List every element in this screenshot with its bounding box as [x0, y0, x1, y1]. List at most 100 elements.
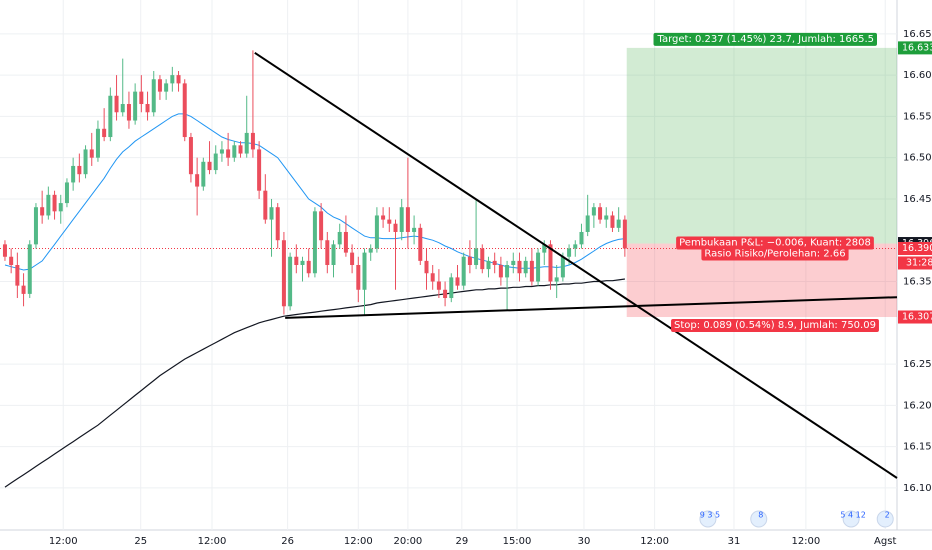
y-tick-label: 16.450 [903, 194, 932, 205]
candle-body [604, 215, 609, 220]
candle-body [598, 207, 603, 220]
candle-body [263, 190, 268, 220]
candle-body [164, 83, 169, 92]
candle-body [27, 244, 32, 294]
candle-body [40, 207, 45, 216]
candle-body [474, 248, 479, 265]
candle-body [449, 277, 454, 299]
candle-body [548, 244, 553, 282]
candle-body [312, 211, 317, 274]
y-tick-label: 16.550 [903, 111, 932, 122]
event-marker [699, 510, 717, 528]
y-tick-label: 16.350 [903, 277, 932, 288]
candle-body [560, 256, 565, 278]
candle-body [102, 128, 107, 138]
candle-body [95, 128, 100, 158]
event-label: 5 4 12 [840, 511, 865, 520]
candle-body [350, 252, 355, 265]
event-label: 2 [885, 511, 890, 520]
label-text: Target: 0.237 (1.45%) 23.7, Jumlah: 1665… [657, 34, 874, 45]
candle-body [455, 277, 460, 286]
candle-body [244, 132, 249, 154]
candle-body [151, 79, 156, 113]
candle-body [374, 215, 379, 249]
candle-body [529, 260, 534, 282]
label-background [671, 319, 879, 333]
candle-body [325, 240, 330, 265]
candle-body [257, 149, 262, 191]
candle-body [343, 231, 348, 253]
candle-body [145, 104, 150, 113]
y-tick-label: 16.600 [903, 70, 932, 81]
x-tick-label: 25 [134, 536, 147, 547]
candle-body [213, 153, 218, 171]
candle-body [46, 194, 51, 216]
candle-body [542, 244, 547, 253]
candle-body [9, 256, 14, 265]
candle-body [319, 211, 324, 241]
candle-body [331, 244, 336, 265]
y-tick-label: 16.250 [903, 359, 932, 370]
candle-body [567, 248, 572, 257]
candle-body [443, 289, 448, 299]
candle-body [517, 260, 522, 274]
candle-body [418, 227, 423, 261]
candle-body [393, 223, 398, 232]
candle-body [467, 256, 472, 265]
candle-body [306, 260, 311, 274]
candle-body [219, 149, 224, 154]
candle-body [71, 165, 76, 183]
candle-body [15, 265, 20, 286]
candle-body [250, 132, 255, 150]
candle-body [182, 83, 187, 138]
candle-body [430, 273, 435, 282]
candle-body [436, 281, 441, 290]
candle-body [381, 215, 386, 220]
trendline [254, 52, 898, 479]
y-tick-label: 16.200 [903, 400, 932, 411]
candle-body [176, 75, 181, 84]
candle-body [405, 207, 410, 232]
x-tick-label: 12:00 [640, 536, 669, 547]
event-label: 9 3 5 [700, 511, 720, 520]
price-tag-label: 16.633 [902, 42, 932, 53]
label-text: Rasio Risiko/Perolehan: 2.66 [704, 249, 845, 260]
x-tick-label: 12:00 [198, 536, 227, 547]
position-label: Rasio Risiko/Perolehan: 2.66 [701, 247, 849, 261]
candle-body [356, 265, 361, 290]
candle-body [238, 145, 243, 154]
label-background [701, 247, 849, 261]
candle-body [536, 252, 541, 282]
candle-body [157, 79, 162, 92]
candle-body [114, 95, 119, 113]
candle-body [52, 194, 57, 212]
candle-body [288, 256, 293, 307]
candle-body [120, 104, 125, 113]
candle-body [610, 215, 615, 228]
y-tick-label: 16.650 [903, 29, 932, 40]
candle-body [21, 285, 26, 294]
y-tick-label: 16.100 [903, 483, 932, 494]
candle-body [579, 231, 584, 245]
candle-body [195, 174, 200, 187]
candle-body [64, 182, 69, 204]
candle-body [108, 95, 113, 138]
candle-body [281, 240, 286, 307]
candle-body [89, 149, 94, 158]
candle-body [573, 244, 578, 249]
moving-average [4, 278, 625, 488]
candle-body [126, 104, 131, 121]
candle-body [139, 91, 144, 105]
candle-body [554, 277, 559, 282]
candle-body [480, 248, 485, 270]
x-tick-label: 20:00 [393, 536, 422, 547]
candle-body [399, 207, 404, 232]
y-tick-label: 16.500 [903, 153, 932, 164]
event-label: 8 [758, 511, 763, 520]
position-label: Pembukaan P&L: −0.006, Kuant: 2808 [676, 236, 874, 250]
event-marker [876, 510, 894, 528]
candle-body [585, 215, 590, 232]
moving-average [4, 113, 625, 271]
x-tick-label: 15:00 [503, 536, 532, 547]
